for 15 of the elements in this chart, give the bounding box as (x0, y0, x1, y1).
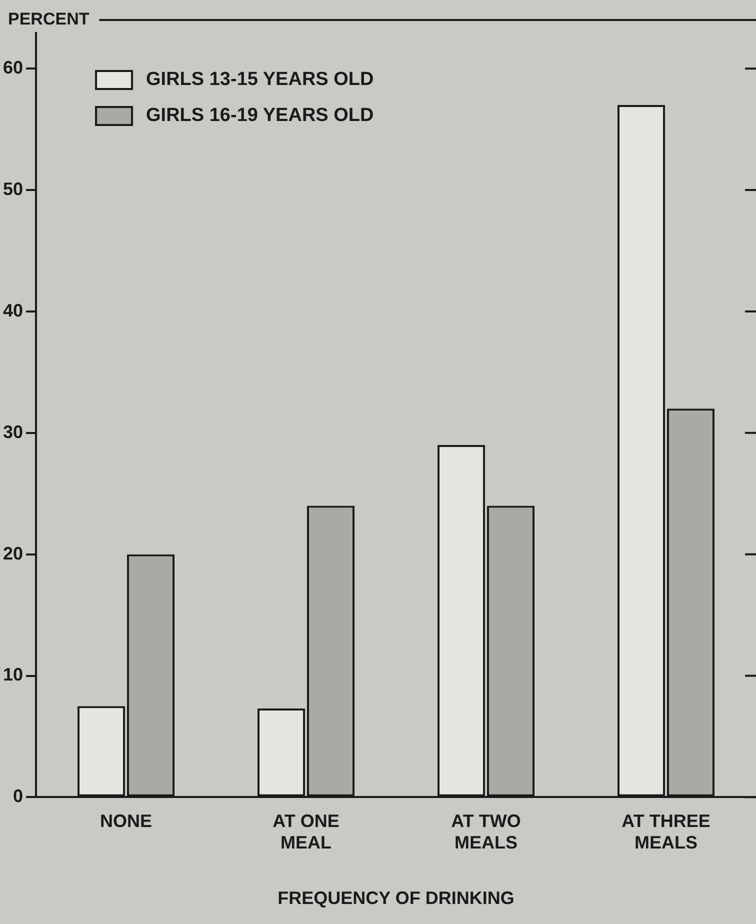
x-tick-label: NONE (100, 810, 152, 831)
x-tick-label: AT THREE MEALS (622, 810, 710, 853)
y-tick-label: 50 (2, 178, 24, 199)
y-tick-label: 20 (2, 543, 24, 564)
legend-label: GIRLS 13-15 YEARS OLD (146, 69, 374, 90)
x-tick-label: AT TWO MEALS (451, 810, 521, 853)
y-axis-title: PERCENT (8, 10, 90, 29)
legend-label: GIRLS 16-19 YEARS OLD (146, 105, 374, 126)
y-tick-label: 60 (2, 58, 24, 78)
y-tick-label: 30 (2, 422, 24, 442)
y-tick-label: 0 (13, 786, 24, 806)
x-tick-label: AT ONE MEAL (272, 810, 340, 853)
y-tick-label: 40 (2, 300, 24, 320)
y-tick-label: 10 (2, 664, 24, 685)
x-axis-title: FREQUENCY OF DRINKING (278, 888, 514, 908)
